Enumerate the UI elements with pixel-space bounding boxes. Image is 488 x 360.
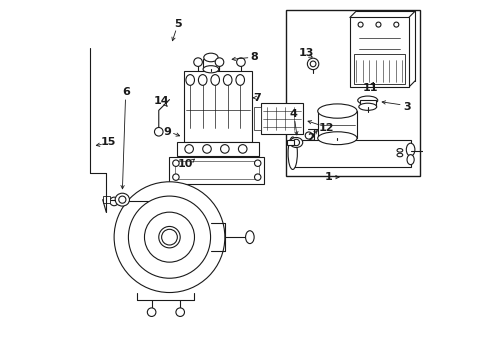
Ellipse shape	[110, 197, 118, 206]
Ellipse shape	[317, 132, 356, 145]
Ellipse shape	[185, 75, 194, 85]
Text: 8: 8	[250, 52, 258, 62]
Ellipse shape	[198, 75, 206, 85]
Text: 15: 15	[100, 138, 116, 148]
Ellipse shape	[115, 193, 129, 206]
Bar	[287, 140, 293, 145]
Ellipse shape	[215, 58, 224, 66]
Ellipse shape	[307, 58, 318, 69]
Ellipse shape	[375, 22, 380, 27]
Text: 10: 10	[178, 159, 193, 169]
Ellipse shape	[236, 58, 244, 66]
Circle shape	[128, 196, 210, 278]
Ellipse shape	[154, 127, 163, 136]
Bar	[175, 161, 258, 179]
Ellipse shape	[292, 139, 299, 146]
Text: 3: 3	[403, 102, 410, 112]
Bar	[317, 111, 356, 138]
Ellipse shape	[210, 75, 219, 85]
Ellipse shape	[319, 132, 326, 139]
Ellipse shape	[203, 66, 218, 73]
Text: 14: 14	[154, 96, 169, 107]
Text: 9: 9	[163, 127, 171, 137]
Text: 6: 6	[122, 87, 130, 98]
Ellipse shape	[357, 96, 377, 105]
Ellipse shape	[344, 132, 351, 139]
Ellipse shape	[254, 160, 261, 166]
Ellipse shape	[287, 137, 297, 170]
Ellipse shape	[305, 132, 312, 139]
Ellipse shape	[309, 61, 315, 67]
Circle shape	[144, 212, 194, 262]
Text: 13: 13	[298, 48, 313, 58]
Ellipse shape	[172, 174, 179, 180]
Bar	[183, 71, 251, 143]
Ellipse shape	[358, 103, 376, 111]
Ellipse shape	[406, 143, 414, 156]
Circle shape	[159, 226, 180, 248]
Ellipse shape	[193, 58, 202, 66]
Ellipse shape	[245, 231, 254, 244]
Ellipse shape	[423, 148, 428, 155]
Bar	[353, 54, 404, 84]
Text: 7: 7	[253, 93, 260, 103]
Ellipse shape	[176, 308, 184, 316]
Bar	[359, 100, 375, 107]
Bar	[349, 18, 408, 87]
Ellipse shape	[396, 149, 402, 152]
Bar	[260, 103, 303, 134]
Bar	[203, 59, 218, 69]
Text: 5: 5	[174, 18, 182, 28]
Ellipse shape	[406, 155, 413, 165]
Ellipse shape	[238, 145, 246, 153]
Ellipse shape	[203, 145, 211, 153]
Circle shape	[114, 182, 224, 293]
Text: 1: 1	[324, 172, 332, 182]
Ellipse shape	[235, 75, 244, 85]
Ellipse shape	[357, 22, 363, 27]
Ellipse shape	[220, 145, 229, 153]
Ellipse shape	[184, 145, 193, 153]
Ellipse shape	[289, 138, 302, 148]
Bar	[254, 107, 261, 130]
Ellipse shape	[223, 75, 231, 85]
Bar	[285, 10, 419, 176]
Bar	[102, 196, 110, 203]
Bar	[176, 142, 258, 156]
Ellipse shape	[254, 174, 261, 180]
Text: 2: 2	[306, 133, 314, 143]
Text: 12: 12	[318, 123, 333, 133]
Ellipse shape	[203, 53, 218, 62]
Ellipse shape	[119, 196, 125, 203]
Text: 11: 11	[362, 83, 377, 93]
Text: 4: 4	[289, 109, 297, 119]
Bar	[169, 157, 264, 184]
Ellipse shape	[147, 308, 156, 316]
Ellipse shape	[172, 160, 179, 166]
Ellipse shape	[162, 229, 177, 245]
Bar	[292, 140, 410, 167]
Ellipse shape	[317, 104, 356, 118]
Ellipse shape	[393, 22, 398, 27]
Ellipse shape	[396, 153, 402, 157]
